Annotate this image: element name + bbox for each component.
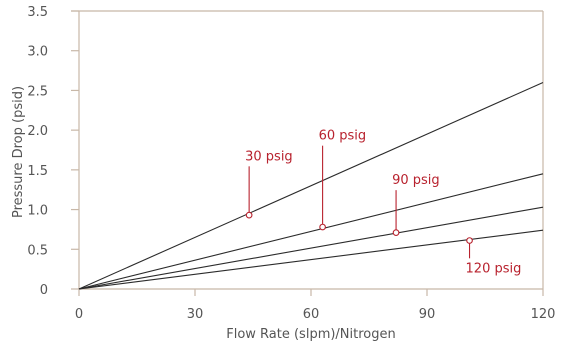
y-tick-label: 2.0 bbox=[27, 124, 48, 139]
y-tick-label: 1.5 bbox=[27, 164, 48, 179]
y-tick-label: 1.0 bbox=[27, 204, 48, 219]
x-tick-label: 0 bbox=[75, 307, 83, 322]
annotations: 30 psig 60 psig 90 psig 120 psig bbox=[245, 129, 521, 277]
series-line bbox=[78, 206, 544, 290]
y-tick-label: 3.0 bbox=[27, 45, 48, 60]
series-line bbox=[78, 229, 544, 290]
annotation-label: 120 psig bbox=[466, 261, 522, 276]
annotation-label: 30 psig bbox=[245, 149, 293, 164]
annotation-marker bbox=[245, 211, 253, 219]
x-tick-label: 120 bbox=[531, 307, 556, 322]
x-axis-title: Flow Rate (slpm)/Nitrogen bbox=[226, 327, 396, 342]
y-tick-label: 3.5 bbox=[27, 5, 48, 20]
x-tick-label: 60 bbox=[303, 307, 320, 322]
y-tick-label: 2.5 bbox=[27, 84, 48, 99]
series-line bbox=[78, 81, 544, 290]
annotation-marker bbox=[392, 229, 400, 236]
series-lines bbox=[78, 81, 544, 290]
x-tick-label: 90 bbox=[419, 307, 436, 322]
series-line bbox=[78, 173, 544, 290]
y-tick-label: 0 bbox=[40, 283, 48, 298]
x-tick-label: 30 bbox=[187, 307, 204, 322]
annotation-label: 90 psig bbox=[392, 173, 440, 188]
annotation-marker bbox=[319, 223, 326, 231]
annotation-label: 60 psig bbox=[319, 129, 367, 144]
y-tick-label: 0.5 bbox=[27, 243, 48, 258]
annotation-marker bbox=[466, 237, 473, 244]
y-axis-title: Pressure Drop (psid) bbox=[11, 86, 26, 218]
axes: 0 0.5 1.0 1.5 2.0 2.5 3.0 3.5 0 30 60 90 120 bbox=[27, 5, 555, 322]
